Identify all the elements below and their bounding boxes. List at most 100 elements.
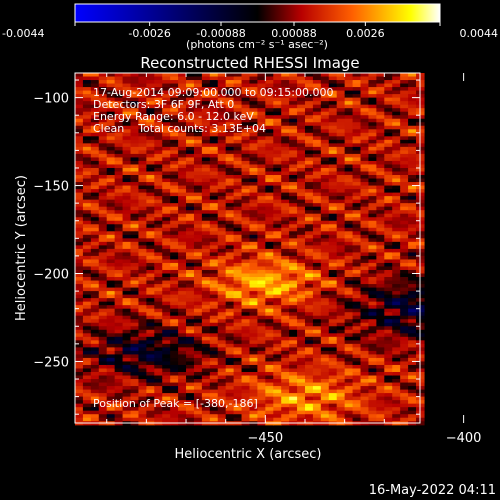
heatmap-cell	[138, 150, 147, 155]
heatmap-cell	[320, 192, 330, 197]
heatmap-cell	[170, 375, 179, 380]
heatmap-cell	[82, 262, 92, 268]
heatmap-cell	[217, 357, 227, 363]
heatmap-cell	[114, 164, 124, 169]
heatmap-cell	[249, 210, 259, 215]
heatmap-cell	[130, 326, 140, 331]
heatmap-cell	[384, 347, 393, 352]
heatmap-cell	[193, 104, 203, 109]
heatmap-cell	[289, 241, 298, 246]
heatmap-cell	[170, 400, 179, 405]
heatmap-cell	[146, 343, 155, 348]
heatmap-cell	[376, 213, 385, 218]
heatmap-cell	[320, 410, 330, 415]
heatmap-cell	[281, 129, 290, 134]
heatmap-cell	[233, 396, 243, 401]
heatmap-cell	[122, 182, 132, 187]
heatmap-cell	[138, 403, 147, 408]
heatmap-cell	[360, 375, 370, 380]
heatmap-cell	[249, 315, 259, 320]
heatmap-cell	[82, 308, 92, 313]
heatmap-cell	[297, 400, 306, 405]
heatmap-cell	[249, 76, 259, 81]
heatmap-cell	[273, 94, 282, 99]
y-axis-tick-label: −150	[33, 180, 69, 195]
heatmap-cell	[392, 382, 401, 387]
heatmap-cell	[106, 333, 116, 338]
heatmap-cell	[344, 231, 354, 236]
heatmap-cell	[352, 357, 362, 363]
heatmap-cell	[384, 326, 393, 331]
heatmap-cell	[90, 157, 100, 162]
heatmap-cell	[209, 192, 219, 197]
heatmap-cell	[312, 157, 322, 162]
heatmap-cell	[138, 308, 147, 313]
heatmap-cell	[130, 171, 140, 176]
heatmap-cell	[368, 146, 377, 151]
heatmap-cell	[170, 336, 179, 341]
heatmap-cell	[122, 329, 132, 334]
heatmap-cell	[154, 80, 163, 85]
heatmap-cell	[400, 368, 409, 373]
heatmap-cell	[320, 350, 330, 356]
heatmap-cell	[408, 206, 417, 211]
heatmap-cell	[328, 375, 338, 380]
heatmap-cell	[320, 382, 330, 387]
heatmap-cell	[297, 164, 306, 169]
heatmap-cell	[193, 291, 203, 296]
heatmap-cell	[201, 182, 211, 187]
heatmap-cell	[146, 97, 155, 102]
heatmap-cell	[257, 73, 266, 78]
heatmap-cell	[186, 217, 195, 222]
heatmap-cell	[146, 364, 155, 370]
heatmap-cell	[178, 104, 187, 109]
heatmap-cell	[312, 185, 322, 190]
heatmap-cell	[162, 210, 171, 215]
heatmap-cell	[281, 160, 290, 166]
heatmap-cell	[209, 322, 219, 327]
heatmap-cell	[376, 238, 385, 243]
heatmap-cell	[352, 238, 362, 243]
heatmap-cell	[162, 234, 171, 239]
heatmap-cell	[289, 90, 298, 95]
heatmap-cell	[193, 125, 203, 130]
heatmap-cell	[201, 315, 211, 320]
heatmap-cell	[392, 160, 401, 166]
heatmap-cell	[154, 143, 163, 148]
heatmap-cell	[241, 319, 251, 324]
heatmap-cell	[376, 185, 385, 190]
heatmap-cell	[114, 259, 124, 264]
heatmap-cell	[265, 315, 274, 320]
heatmap-cell	[201, 357, 211, 363]
heatmap-cell	[352, 269, 362, 275]
heatmap-cell	[75, 252, 84, 257]
heatmap-cell	[106, 403, 116, 408]
heatmap-cell	[408, 312, 417, 317]
heatmap-cell	[281, 80, 290, 85]
heatmap-cell	[90, 122, 100, 127]
heatmap-cell	[360, 305, 370, 310]
heatmap-cell	[352, 206, 362, 211]
heatmap-cell	[328, 227, 338, 232]
heatmap-cell	[265, 196, 274, 201]
heatmap-cell	[146, 231, 155, 236]
heatmap-cell	[114, 403, 124, 408]
heatmap-cell	[186, 400, 195, 405]
heatmap-cell	[138, 111, 147, 116]
heatmap-cell	[75, 87, 84, 92]
heatmap-cell	[130, 241, 140, 246]
heatmap-cell	[336, 167, 346, 173]
heatmap-cell	[90, 132, 100, 137]
heatmap-cell	[336, 192, 346, 197]
heatmap-cell	[392, 340, 401, 345]
heatmap-cell	[289, 347, 298, 352]
heatmap-cell	[328, 252, 338, 257]
heatmap-cell	[344, 248, 354, 253]
heatmap-cell	[265, 382, 274, 387]
heatmap-cell	[178, 196, 187, 201]
heatmap-cell	[312, 171, 322, 176]
heatmap-cell	[392, 153, 401, 159]
heatmap-cell	[217, 368, 227, 373]
heatmap-cell	[122, 262, 132, 268]
heatmap-cell	[154, 238, 163, 243]
